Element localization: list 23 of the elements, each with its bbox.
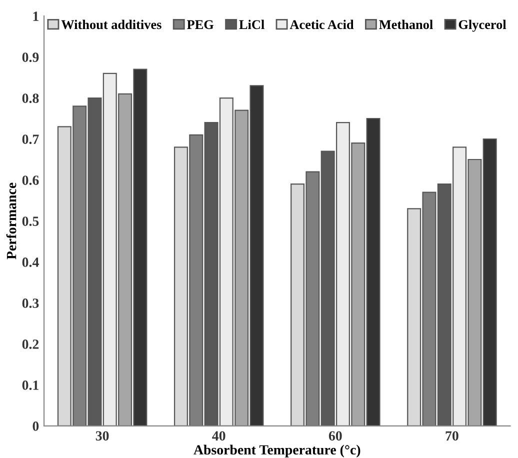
y-axis-title: Performance xyxy=(6,182,16,260)
y-tick-label: 0.9 xyxy=(22,52,39,62)
legend-label: PEG xyxy=(187,20,214,30)
legend-label: Glycerol xyxy=(458,20,506,32)
x-tick-label: 40 xyxy=(212,431,226,441)
y-tick-label: 0.5 xyxy=(22,216,39,226)
legend-label: Methanol xyxy=(379,20,433,30)
y-tick-label: 1 xyxy=(33,12,38,21)
y-tick-label: 0.1 xyxy=(22,380,38,390)
y-tick-label: 0.2 xyxy=(22,340,39,349)
y-tick-label: 0.4 xyxy=(22,258,39,267)
y-tick-label: 0.3 xyxy=(22,298,39,308)
x-axis-title: Absorbent Temperature (°c) xyxy=(194,444,360,458)
y-tick-label: 0.7 xyxy=(22,134,39,144)
legend-label: Acetic Acid xyxy=(290,20,354,30)
x-tick-label: 60 xyxy=(328,431,342,441)
y-tick-label: 0.8 xyxy=(22,94,39,104)
x-tick-label: 70 xyxy=(446,431,458,441)
legend-label: Without additives xyxy=(61,20,162,30)
y-tick-label: 0 xyxy=(32,422,39,431)
legend-label: LiCl xyxy=(239,20,264,30)
x-tick-label: 30 xyxy=(96,431,109,441)
y-tick-label: 0.6 xyxy=(22,176,39,186)
